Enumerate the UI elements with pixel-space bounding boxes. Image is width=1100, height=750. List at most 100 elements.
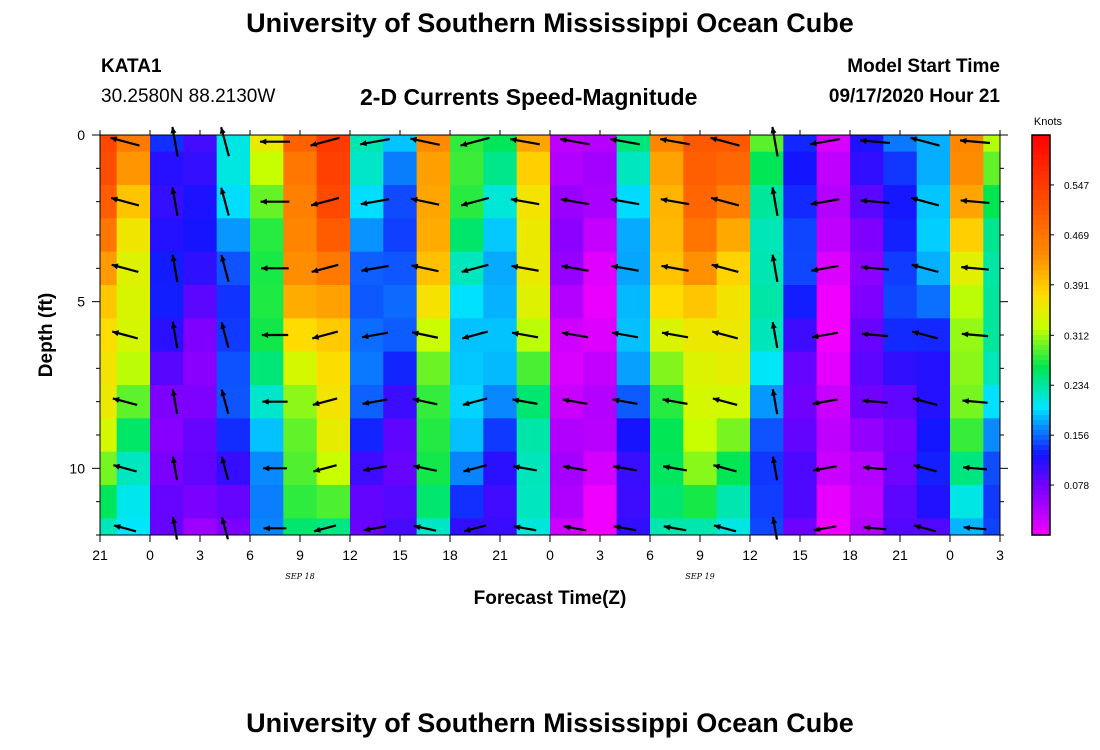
current-arrow <box>313 464 337 473</box>
heatmap-cell <box>750 285 784 319</box>
colorbar-swatch <box>1032 215 1050 221</box>
colorbar-swatch <box>1032 480 1050 486</box>
current-arrow <box>862 464 888 471</box>
heatmap-cell <box>883 318 918 353</box>
current-arrow <box>713 524 737 533</box>
current-arrow <box>171 516 179 540</box>
colorbar-swatch <box>1032 470 1050 476</box>
colorbar-swatch <box>1032 280 1050 286</box>
current-arrow <box>110 196 140 207</box>
heatmap-cell <box>283 385 318 419</box>
current-arrow <box>411 263 439 273</box>
current-arrow <box>913 463 937 473</box>
heatmap-cell <box>783 151 818 186</box>
current-arrow <box>770 389 779 415</box>
current-arrow <box>960 197 990 205</box>
heatmap-cell <box>550 285 584 319</box>
heatmap-cell <box>383 485 418 519</box>
heatmap-cell <box>100 451 118 486</box>
heatmap-cell <box>583 385 618 419</box>
heatmap-cell <box>983 185 1001 219</box>
colorbar-swatch <box>1032 330 1050 336</box>
heatmap-cell <box>483 218 518 253</box>
colorbar-swatch <box>1032 375 1050 381</box>
heatmap-cell <box>883 518 918 536</box>
heatmap-cell <box>450 285 484 319</box>
colorbar-swatch <box>1032 245 1050 251</box>
heatmap-cell <box>350 151 384 186</box>
heatmap-cell <box>450 151 484 186</box>
heatmap-cell <box>983 285 1001 319</box>
heatmap-cell <box>816 485 851 519</box>
heatmap-cell <box>483 418 518 453</box>
colorbar-tick-label: 0.078 <box>1064 481 1089 492</box>
current-arrow <box>562 397 588 405</box>
x-tick-label: 3 <box>996 547 1004 563</box>
heatmap-cell <box>616 285 651 319</box>
heatmap-cell <box>783 385 818 419</box>
heatmap-cell <box>683 285 718 319</box>
heatmap-cell <box>216 151 251 186</box>
heatmap-cell <box>916 518 951 536</box>
heatmap-cell <box>683 418 718 453</box>
heatmap-cell <box>183 451 218 486</box>
station-id: KATA1 <box>101 56 162 77</box>
heatmap-cell <box>383 385 418 419</box>
colorbar-swatch <box>1032 515 1050 521</box>
heatmap-cell <box>883 285 918 319</box>
heatmap-cell <box>416 285 451 319</box>
heatmap-cell <box>983 418 1001 453</box>
current-arrow <box>959 137 991 145</box>
colorbar-tick-label: 0.547 <box>1064 181 1089 192</box>
colorbar-swatch <box>1032 460 1050 466</box>
colorbar-swatch <box>1032 500 1050 506</box>
current-arrow <box>260 138 290 145</box>
heatmap-cell <box>950 135 984 153</box>
current-arrow <box>612 464 638 472</box>
heatmap-cell <box>583 185 618 219</box>
heatmap-cell <box>750 485 784 519</box>
current-arrow <box>861 264 889 271</box>
x-tick-label: 6 <box>646 547 654 563</box>
heatmap-cell <box>983 351 1001 386</box>
heatmap-cell <box>616 518 651 536</box>
colorbar-swatch <box>1032 195 1050 201</box>
heatmap-cell <box>850 351 884 386</box>
heatmap-cell <box>116 418 151 453</box>
heatmap-cell <box>616 151 651 186</box>
heatmap-cell <box>716 285 751 319</box>
heatmap-cell <box>183 418 218 453</box>
current-arrow <box>219 187 230 216</box>
current-arrow <box>220 456 230 481</box>
heatmap-cell <box>883 351 918 386</box>
y-axis: 0 5 10 <box>69 127 1008 536</box>
colorbar-swatch <box>1032 400 1050 406</box>
x-tick-label: 18 <box>442 547 458 563</box>
heatmap-cell <box>816 418 851 453</box>
heatmap-cell <box>516 518 551 536</box>
heatmap-cell <box>483 451 518 486</box>
heatmap-cell <box>783 485 818 519</box>
heatmap-cell <box>483 251 518 286</box>
heatmap-cell <box>850 418 884 453</box>
heatmap-cell <box>983 151 1001 186</box>
current-arrow <box>861 331 889 338</box>
heatmap-cell <box>516 285 551 319</box>
current-arrow <box>112 397 138 406</box>
heatmap-cell <box>183 151 218 186</box>
heatmap-cell <box>183 518 218 536</box>
colorbar-swatch <box>1032 265 1050 271</box>
current-arrow <box>563 524 587 532</box>
heatmap-cell <box>450 185 484 219</box>
current-arrow <box>410 197 440 206</box>
colorbar-swatch <box>1032 205 1050 211</box>
heatmap-cell <box>916 151 951 186</box>
heatmap-cell <box>383 251 418 286</box>
x-tick-label: 21 <box>92 547 108 563</box>
heatmap-cell <box>583 485 618 519</box>
heatmap-cell <box>316 218 351 253</box>
current-arrow <box>313 524 337 533</box>
heatmap-cell <box>783 351 818 386</box>
colorbar-tick-label: 0.156 <box>1064 431 1089 442</box>
